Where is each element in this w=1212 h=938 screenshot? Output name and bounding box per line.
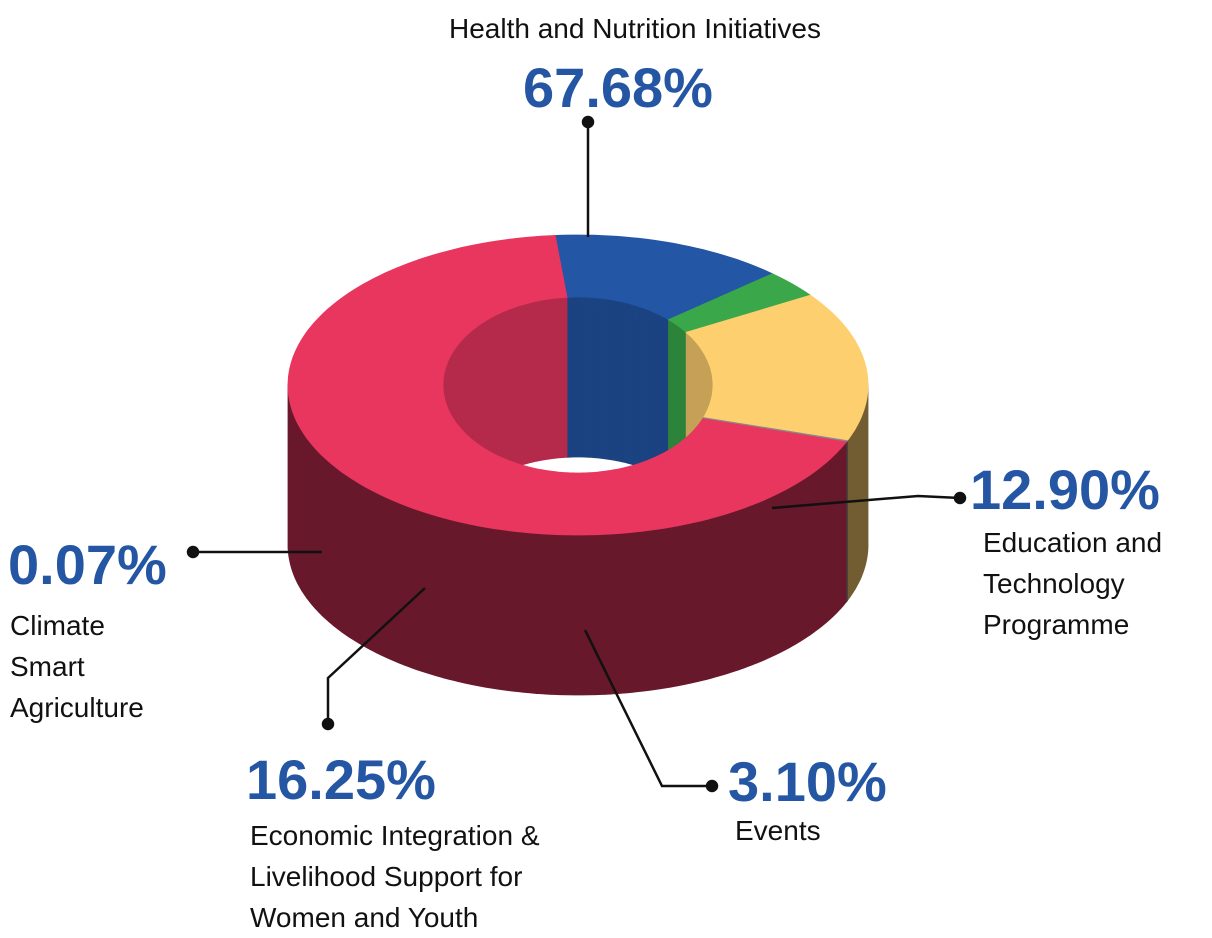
outer-walls bbox=[287, 383, 869, 696]
value-label: 16.25% bbox=[246, 748, 436, 811]
leader-dot bbox=[581, 115, 595, 129]
category-label: Climate Smart Agriculture bbox=[10, 610, 144, 723]
leader-line bbox=[326, 587, 426, 724]
slice-outer-wall bbox=[287, 383, 848, 696]
leader-line bbox=[771, 494, 961, 510]
slice-outer-wall bbox=[847, 383, 869, 602]
leader-dot bbox=[186, 545, 200, 559]
slice bbox=[702, 417, 849, 442]
category-label: Education and Technology Programme bbox=[983, 527, 1163, 640]
value-label: 67.68% bbox=[523, 56, 713, 119]
category-label: Economic Integration & Livelihood Suppor… bbox=[250, 820, 540, 933]
leader-dot bbox=[321, 717, 335, 731]
donut bbox=[287, 234, 869, 696]
leader-dot bbox=[705, 779, 719, 793]
category-label: Health and Nutrition Initiatives bbox=[449, 13, 821, 44]
category-label: Events bbox=[735, 815, 821, 846]
value-label: 3.10% bbox=[728, 750, 887, 813]
value-label: 12.90% bbox=[970, 458, 1160, 521]
leader-line bbox=[583, 629, 712, 788]
slice-outer-wall bbox=[846, 439, 848, 603]
leader-lines bbox=[186, 115, 967, 793]
leader-dot bbox=[953, 491, 967, 505]
top-faces bbox=[287, 234, 869, 536]
value-label: 0.07% bbox=[8, 533, 167, 596]
slice-inner-wall bbox=[567, 296, 669, 481]
